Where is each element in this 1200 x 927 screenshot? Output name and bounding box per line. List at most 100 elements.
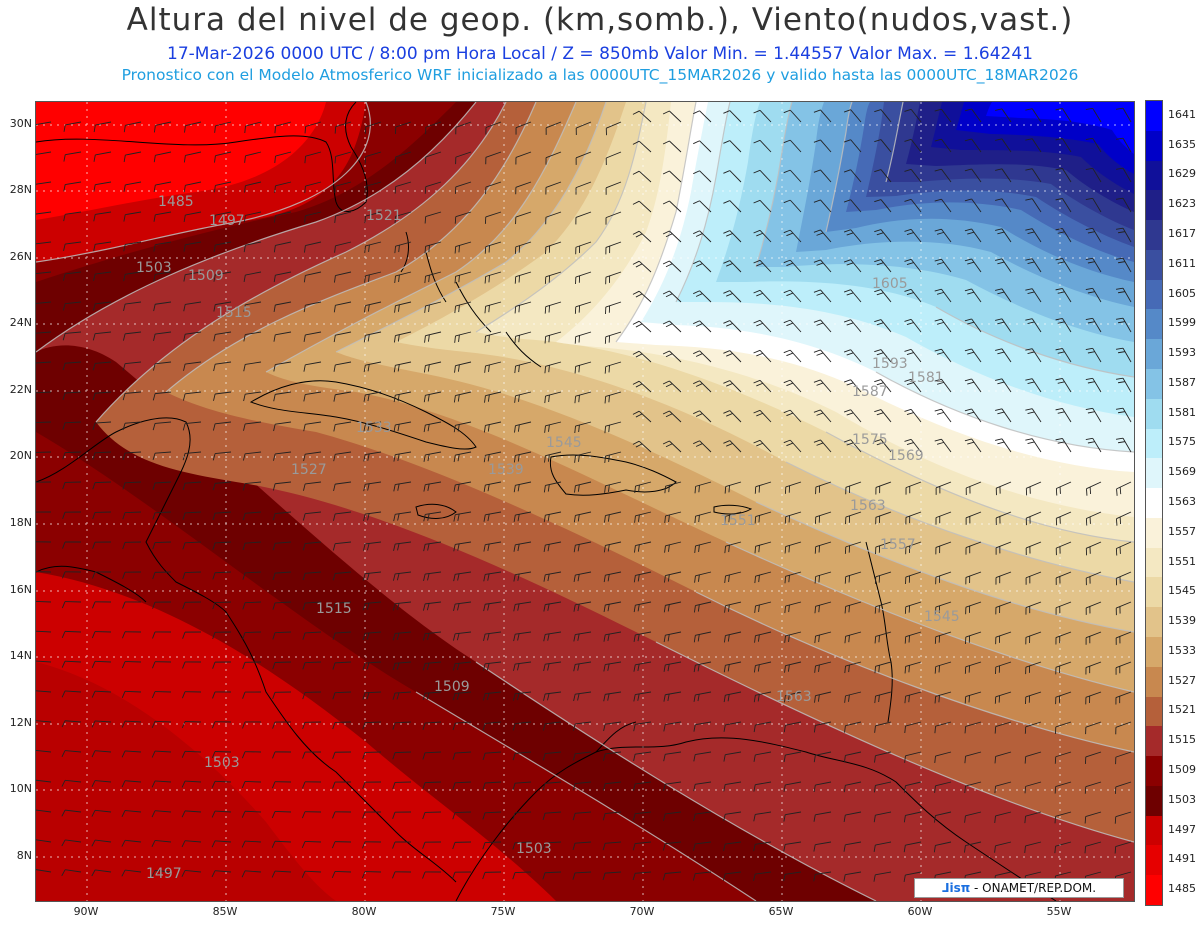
wind-barb xyxy=(395,661,412,664)
wind-barb-feather xyxy=(783,814,786,822)
wind-barb xyxy=(995,571,1012,579)
wind-barb-feather xyxy=(726,233,733,237)
wind-barb-feather xyxy=(967,291,975,295)
wind-barb xyxy=(215,241,232,246)
wind-barb-feather xyxy=(843,169,851,173)
wind-barb xyxy=(815,541,832,548)
wind-barb xyxy=(1055,721,1072,728)
wind-barb-feather xyxy=(874,409,882,413)
wind-barb-feather xyxy=(693,260,700,265)
wind-barb-feather xyxy=(816,382,824,386)
wind-barb-feather xyxy=(843,379,851,383)
wind-barb-feather xyxy=(995,378,1003,381)
wind-barb-feather xyxy=(608,454,610,463)
wind-barb-feather xyxy=(273,453,276,461)
wind-barb-feather xyxy=(428,245,430,253)
wind-barb-feather xyxy=(213,274,216,282)
wind-barb-feather xyxy=(457,484,460,492)
wind-barb-feather xyxy=(213,364,216,372)
wind-barb-feather xyxy=(1024,756,1027,764)
wind-barb xyxy=(335,511,352,515)
wind-barb-feather xyxy=(452,812,456,820)
wind-barb xyxy=(789,349,802,363)
wind-barb-feather xyxy=(726,293,733,297)
wind-barb-feather xyxy=(427,513,430,521)
wind-barb-feather xyxy=(426,633,430,641)
wind-barb-feather xyxy=(603,753,606,761)
wind-barb-feather xyxy=(874,289,882,293)
wind-barb xyxy=(669,380,682,393)
wind-barb xyxy=(935,841,952,846)
wind-barb-feather xyxy=(1057,231,1065,234)
wind-barb-feather xyxy=(332,722,336,730)
wind-barb-feather xyxy=(452,782,456,790)
wind-barb xyxy=(185,301,202,305)
wind-barb-feather xyxy=(813,319,821,323)
wind-barb-feather xyxy=(997,321,1005,325)
wind-barb xyxy=(875,571,892,578)
wind-barb-feather xyxy=(1055,198,1063,201)
colorbar-label: 1509 xyxy=(1168,763,1196,776)
wind-barb xyxy=(785,781,802,786)
wind-barb-feather xyxy=(694,575,696,583)
wind-barb-feather xyxy=(366,543,370,551)
wind-barb-feather xyxy=(723,320,731,324)
wind-barb xyxy=(638,290,652,303)
contour-label: 1497 xyxy=(146,866,182,882)
wind-barb xyxy=(214,571,232,574)
wind-barb xyxy=(365,211,382,217)
wind-barb-feather xyxy=(394,186,397,194)
wind-barb-feather xyxy=(783,755,786,763)
wind-barb-feather xyxy=(813,169,821,173)
wind-barb-feather xyxy=(333,513,336,521)
wind-barb xyxy=(36,331,52,334)
wind-barb xyxy=(729,110,742,123)
wind-barb-feather xyxy=(903,874,906,882)
wind-barb-feather xyxy=(813,725,816,733)
wind-barb-feather xyxy=(1057,321,1065,324)
wind-barb xyxy=(785,481,802,488)
wind-barb xyxy=(935,751,952,757)
wind-barb-feather xyxy=(423,514,426,522)
wind-barb xyxy=(965,481,982,489)
wind-barb xyxy=(305,421,322,425)
wind-barb xyxy=(395,181,412,187)
wind-barb xyxy=(965,721,982,727)
wind-barb-feather xyxy=(874,725,876,733)
wind-barb-feather xyxy=(428,304,430,312)
wind-barb xyxy=(305,541,322,544)
wind-barb-feather xyxy=(92,393,96,401)
wind-barb xyxy=(65,779,82,783)
wind-barb xyxy=(365,391,382,396)
wind-barb-feather xyxy=(634,545,636,553)
wind-barb xyxy=(95,151,112,156)
wind-barb-feather xyxy=(814,665,816,673)
wind-barb xyxy=(425,211,442,217)
wind-barb xyxy=(1092,168,1102,183)
wind-barb-feather xyxy=(1115,317,1124,320)
wind-barb-feather xyxy=(1025,438,1033,441)
wind-barb-feather xyxy=(272,602,276,610)
wind-barb-feather xyxy=(934,785,936,793)
colorbar-label: 1629 xyxy=(1168,167,1196,181)
wind-barb xyxy=(695,481,712,487)
wind-barb-feather xyxy=(787,694,790,702)
wind-barb xyxy=(395,391,412,396)
wind-barb xyxy=(425,601,442,605)
wind-barb-feather xyxy=(422,603,426,611)
wind-barb xyxy=(755,511,772,517)
wind-barb xyxy=(245,241,262,246)
wind-barb-feather xyxy=(91,661,96,668)
wind-barb xyxy=(305,331,322,336)
wind-barb-feather xyxy=(212,542,216,550)
wind-barb xyxy=(545,691,562,695)
wind-barb xyxy=(455,451,472,456)
wind-barb xyxy=(910,169,922,183)
wind-barb xyxy=(971,108,982,123)
wind-barb-feather xyxy=(577,604,580,612)
wind-barb xyxy=(1031,108,1042,123)
wind-barb-feather xyxy=(271,841,276,848)
wind-barb xyxy=(815,751,832,756)
wind-barb-feather xyxy=(607,544,610,552)
wind-barb xyxy=(36,600,52,603)
